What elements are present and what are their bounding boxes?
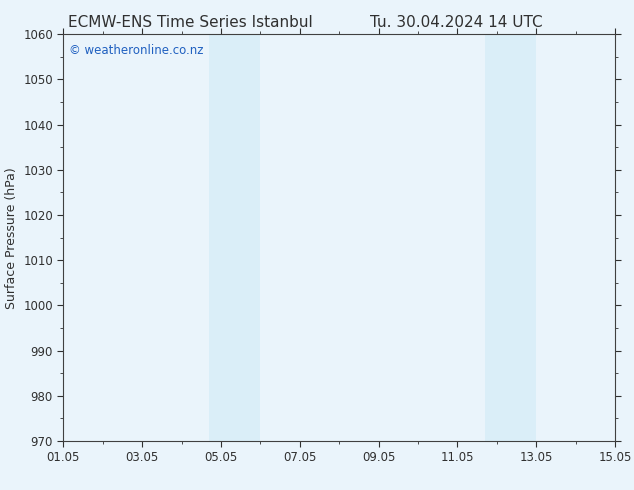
Y-axis label: Surface Pressure (hPa): Surface Pressure (hPa) <box>4 167 18 309</box>
Text: © weatheronline.co.nz: © weatheronline.co.nz <box>69 45 204 57</box>
Bar <box>209 34 261 441</box>
Text: Tu. 30.04.2024 14 UTC: Tu. 30.04.2024 14 UTC <box>370 15 543 30</box>
Text: ECMW-ENS Time Series Istanbul: ECMW-ENS Time Series Istanbul <box>68 15 313 30</box>
Bar <box>485 34 536 441</box>
